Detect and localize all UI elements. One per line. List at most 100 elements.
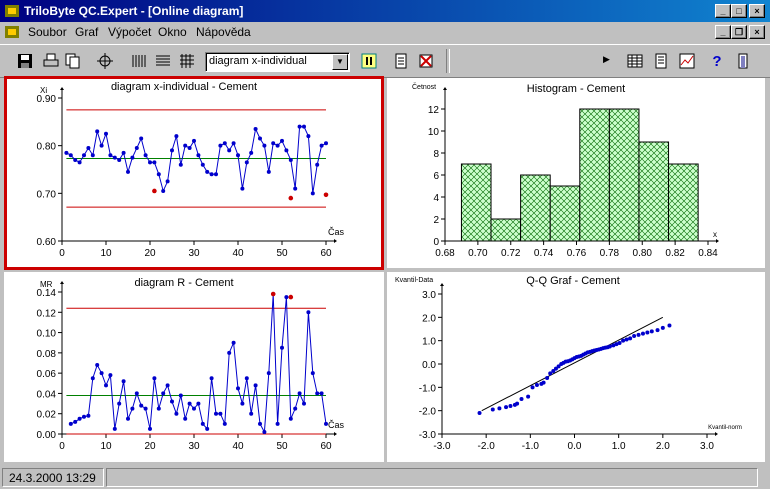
data-point [262, 143, 267, 148]
histogram-bar [579, 108, 610, 242]
y-tick-label: 8 [433, 149, 439, 160]
qq-point [556, 364, 561, 369]
x-tick-label: 0.68 [435, 248, 455, 259]
qq-point [628, 336, 633, 341]
document-icon [395, 53, 407, 69]
x-tick-label: 60 [320, 248, 332, 259]
qq-point [624, 337, 629, 342]
data-point [205, 426, 210, 431]
menu-vypocet[interactable]: Výpočet [108, 25, 152, 39]
qq-point [504, 405, 509, 410]
horizontal-grid-button[interactable] [152, 50, 174, 72]
qq-point [649, 329, 654, 334]
data-point [196, 153, 201, 158]
menu-napoveda[interactable]: Nápověda [196, 25, 251, 39]
minimize-button[interactable]: _ [715, 4, 731, 18]
data-point [112, 155, 117, 160]
chevron-right-icon[interactable]: ▶ [603, 54, 610, 64]
print-button[interactable] [40, 50, 62, 72]
data-point [161, 188, 166, 193]
data-point [178, 162, 183, 167]
table-view-button[interactable] [624, 50, 646, 72]
document-system-icon[interactable] [4, 24, 20, 40]
data-point [183, 416, 188, 421]
vertical-lines-icon [132, 55, 146, 67]
data-point [183, 143, 188, 148]
data-point [148, 426, 152, 431]
move-button[interactable] [94, 50, 116, 72]
y-tick-label: 0.0 [422, 360, 436, 371]
data-point [196, 401, 201, 406]
y-axis-arrow-icon [443, 87, 447, 90]
qq-point [632, 334, 637, 338]
data-point [126, 169, 130, 174]
data-point [156, 406, 161, 411]
full-grid-button[interactable] [176, 50, 198, 72]
pause-button[interactable] [358, 50, 380, 72]
pane-x-individual[interactable]: diagram x-individual - Cement Xi Čas 0.90 0.… [4, 76, 384, 270]
mdi-close-button[interactable]: × [749, 25, 765, 39]
window-titlebar[interactable]: TriloByte QC.Expert - [Online diagram] _… [0, 0, 770, 22]
y-tick-label: 4 [433, 193, 439, 204]
data-point [240, 401, 245, 406]
out-of-control-point [152, 188, 157, 194]
y-axis-label: Kvantil-Data [395, 277, 433, 284]
x-tick-label: 0.76 [567, 248, 587, 259]
qq-point [497, 406, 502, 411]
out-of-control-point [288, 294, 294, 300]
mdi-restore-button[interactable]: ❐ [731, 25, 747, 39]
help-button[interactable]: ? [706, 50, 728, 72]
exit-button[interactable] [732, 50, 754, 72]
pane-histogram[interactable]: Histogram - Cement Četnost x 12 10 8 6 4 2 0 0.68 0… [387, 78, 765, 268]
pause-icon [361, 53, 377, 69]
menu-graf[interactable]: Graf [75, 25, 99, 39]
exit-door-icon [738, 53, 748, 69]
histogram-bar [490, 218, 522, 242]
data-point [192, 138, 196, 143]
qq-point [636, 332, 641, 337]
maximize-button[interactable]: □ [731, 4, 747, 18]
data-point [244, 376, 249, 381]
data-point [315, 162, 320, 167]
y-axis-arrow-icon [60, 281, 64, 284]
report-button[interactable] [390, 50, 412, 72]
data-point [130, 155, 135, 160]
data-point [139, 403, 144, 408]
app-logo-icon [5, 5, 19, 17]
x-axis-arrow-icon [334, 239, 337, 243]
data-point [209, 172, 214, 177]
x-individual-chart: diagram x-individual - Cement Xi Čas 0.90 0.… [37, 81, 345, 259]
qq-point [655, 328, 660, 333]
copy-button[interactable] [62, 50, 84, 72]
vertical-grid-button[interactable] [128, 50, 150, 72]
qq-point [553, 366, 558, 371]
qq-point [640, 331, 645, 336]
out-of-control-point [288, 195, 294, 201]
diagram-select[interactable]: diagram x-individual ▼ [205, 52, 350, 72]
protocol-button[interactable] [650, 50, 672, 72]
data-point [90, 153, 95, 158]
data-point [165, 179, 170, 184]
mdi-minimize-button[interactable]: _ [715, 25, 731, 39]
data-point [324, 141, 328, 146]
close-button[interactable]: × [749, 4, 765, 18]
x-axis-label: Čas [328, 227, 345, 237]
pane-qq[interactable]: Q-Q Graf - Cement Kvantil-Data Kvantil-nor… [387, 272, 765, 462]
menu-soubor[interactable]: Soubor [28, 25, 67, 39]
x-tick-label: 40 [232, 248, 244, 259]
diagram-select-value: diagram x-individual [209, 55, 307, 67]
pane-mr[interactable]: diagram R - Cement MR Čas 0.14 0.12 0.10 0.08 0… [4, 272, 384, 462]
menu-okno[interactable]: Okno [158, 25, 187, 39]
data-point [95, 129, 100, 134]
graph-button[interactable] [676, 50, 698, 72]
data-point [148, 160, 152, 165]
horizontal-lines-icon [156, 55, 170, 66]
save-button[interactable] [14, 50, 36, 72]
x-tick-label: 50 [276, 248, 288, 259]
qq-point [526, 394, 531, 399]
data-point [209, 376, 214, 381]
chevron-down-icon[interactable]: ▼ [332, 54, 348, 70]
data-point [82, 414, 86, 419]
clear-button[interactable] [415, 50, 437, 72]
data-point [73, 419, 78, 424]
